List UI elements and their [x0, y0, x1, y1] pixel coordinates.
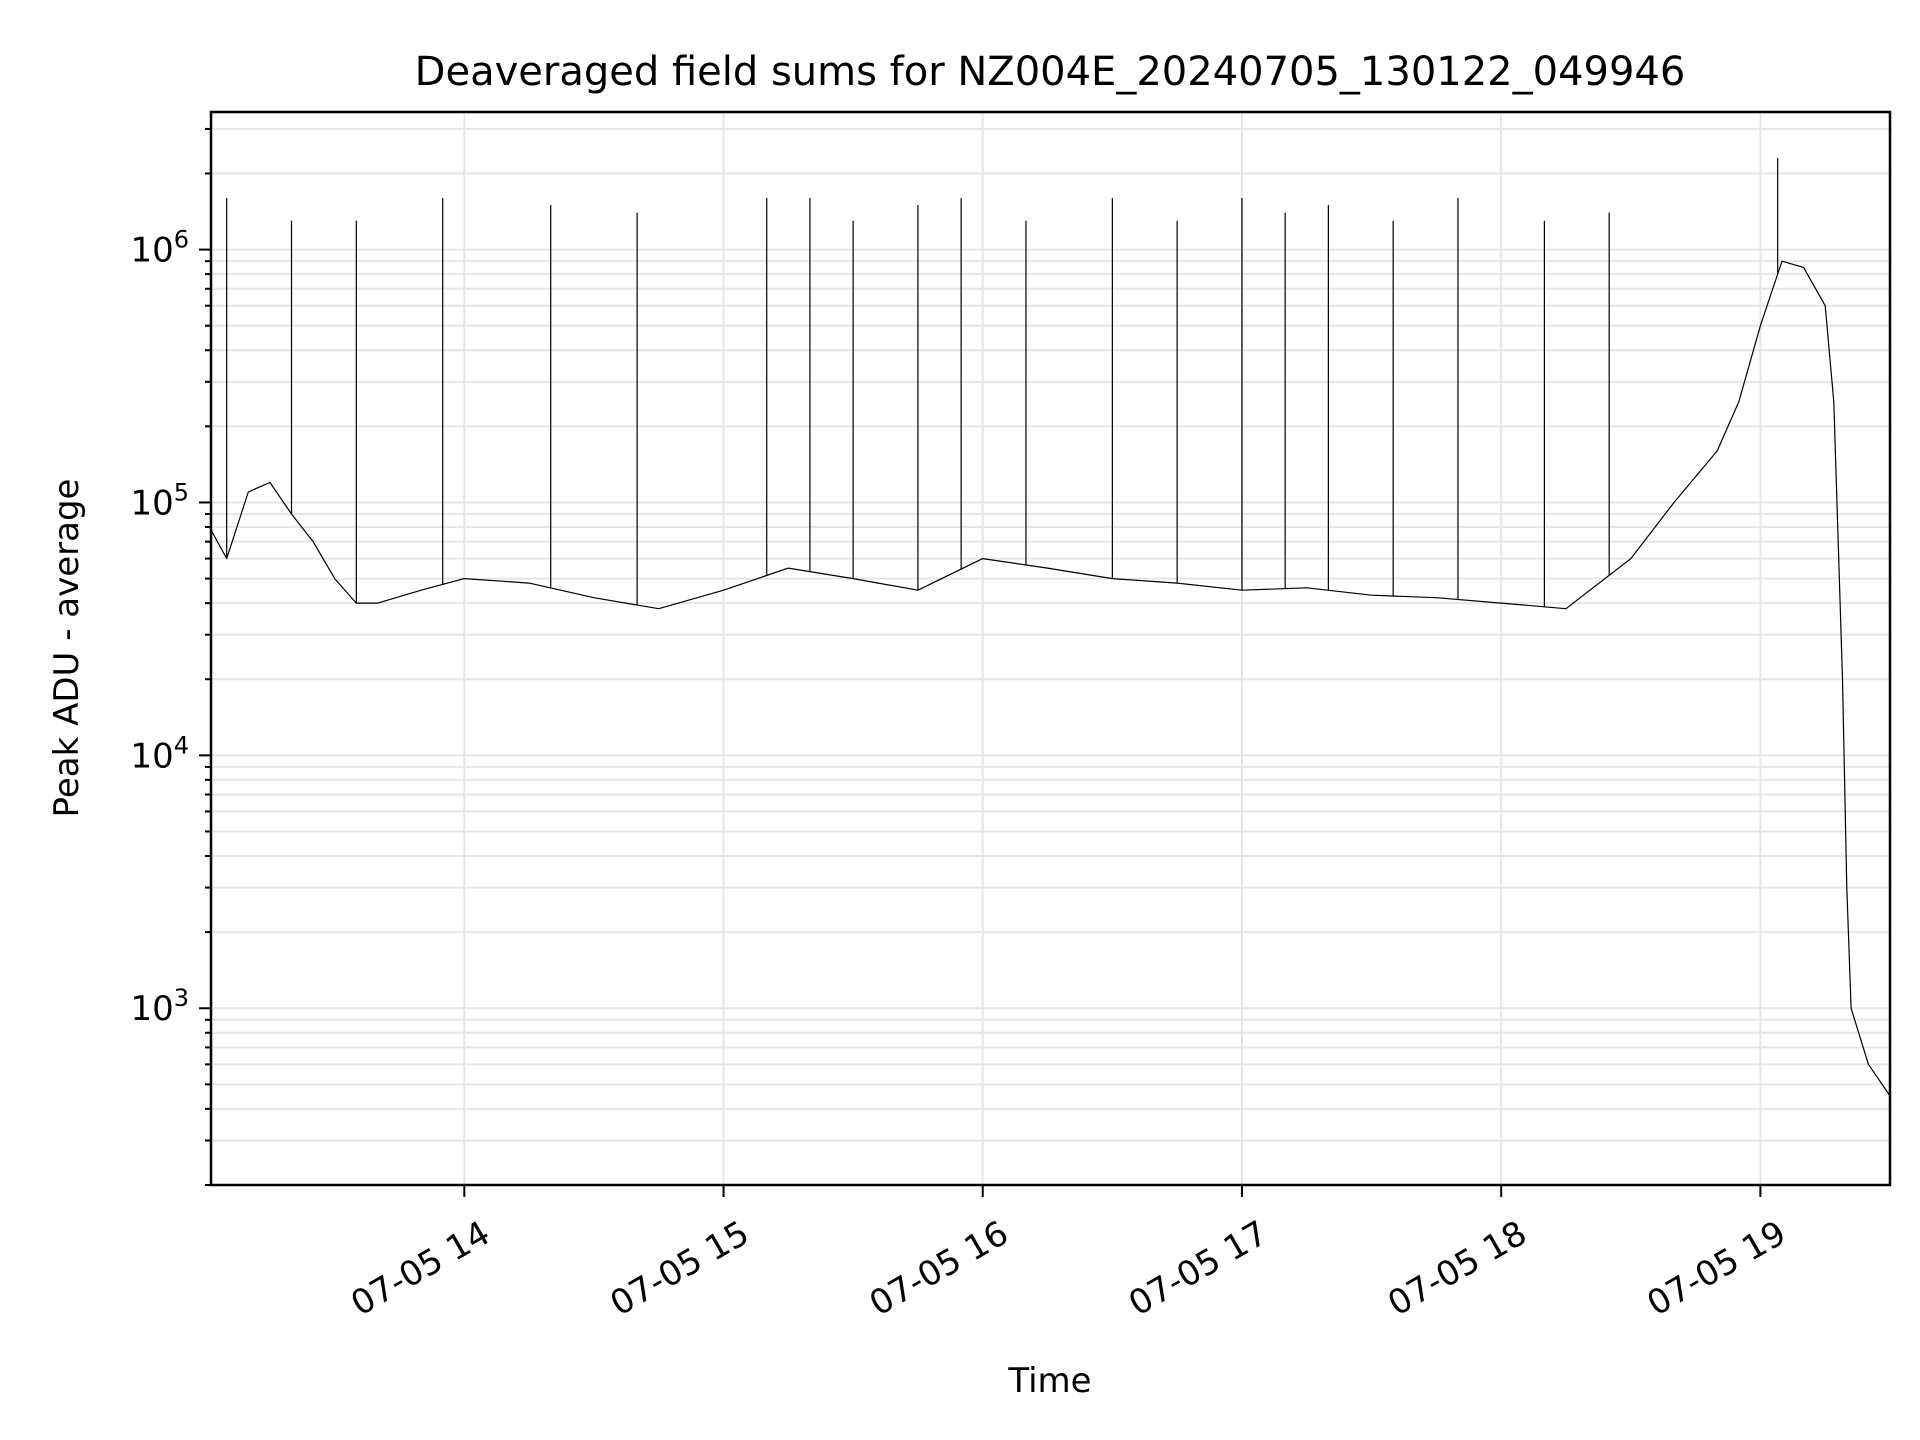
- series-layer: [208, 158, 1891, 1097]
- grid: [211, 112, 1890, 1186]
- y-tick-label: 103: [130, 984, 189, 1029]
- y-ticks: 103 104 105 106: [130, 127, 211, 1186]
- y-tick-label: 105: [130, 478, 189, 523]
- y-axis-label: Peak ADU - average: [47, 479, 87, 818]
- y-tick-label: 106: [130, 226, 189, 271]
- y-tick-label: 104: [130, 731, 189, 776]
- series-line: [208, 260, 1891, 1097]
- chart-title: Deaveraged field sums for NZ004E_2024070…: [415, 49, 1686, 95]
- x-axis-label: Time: [1007, 1361, 1091, 1401]
- plot-frame: [209, 110, 1892, 1187]
